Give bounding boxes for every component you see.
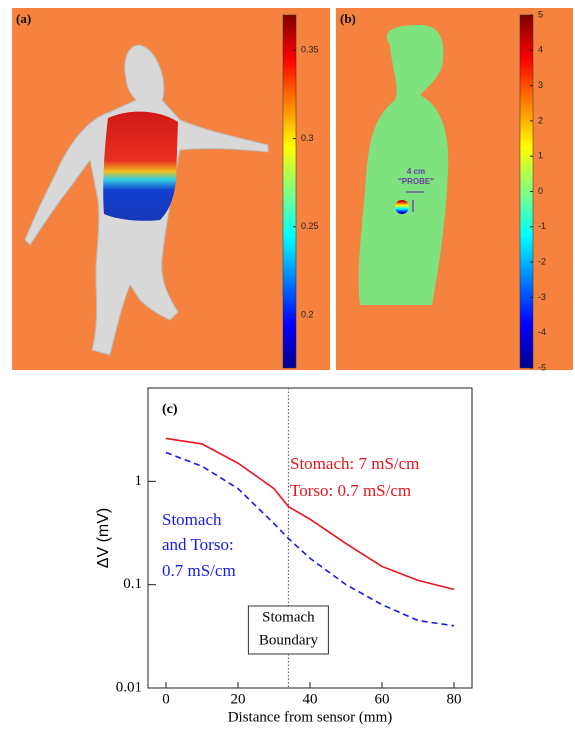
annotation: Torso: 0.7 mS/cm (290, 481, 411, 500)
colorbar-tick-label: 0 (538, 186, 543, 196)
colorbar-tick-label: 0.2 (301, 309, 314, 319)
x-tick-label: 0 (162, 691, 170, 707)
annotation: "PROBE" (398, 177, 434, 186)
colorbar-tick-label: 0.35 (301, 45, 319, 55)
x-tick-label: 80 (447, 691, 462, 707)
boundary-label: Stomach (262, 609, 315, 625)
colorbar-tick-label: -1 (538, 221, 546, 231)
x-tick-label: 60 (375, 691, 390, 707)
y-axis-label: ΔV (mV) (95, 508, 112, 568)
colorbar-tick-label: 2 (538, 115, 543, 125)
colorbar-tick-label: -5 (538, 362, 546, 372)
colorbar-tick-label: 1 (538, 151, 543, 161)
probe-field (395, 200, 409, 214)
x-tick-label: 20 (231, 691, 246, 707)
colorbar-tick-label: 0.3 (301, 133, 314, 143)
colorbar-tick-label: -4 (538, 327, 546, 337)
colorbar-tick-label: 0.25 (301, 221, 319, 231)
y-tick-label: 0.01 (116, 679, 142, 695)
panel-label: (a) (16, 11, 31, 26)
colorbar-tick-label: 5 (538, 9, 543, 19)
x-tick-label: 40 (303, 691, 318, 707)
panel-label: (b) (340, 11, 356, 26)
y-tick-label: 1 (135, 473, 143, 489)
colorbar-gradient (282, 14, 297, 369)
colorbar-tick-label: -2 (538, 256, 546, 266)
data-line (165, 437, 455, 591)
colorbar: -5 -4 -3 -2 -1 0 1 2 3 4 5 (519, 9, 546, 372)
annotation: Stomach (162, 510, 222, 529)
annotation: Stomach: 7 mS/cm (290, 454, 419, 473)
probe-arrows (406, 191, 424, 212)
x-axis-label: Distance from sensor (mm) (228, 709, 393, 725)
body-render (24, 44, 269, 356)
body-silhouette (358, 25, 449, 305)
boundary-box (247, 605, 329, 655)
colorbar-tick-label: 3 (538, 80, 543, 90)
colorbar-tick-label: -3 (538, 292, 546, 302)
annotation: 4 cm (407, 167, 425, 176)
y-tick-label: 0.1 (123, 576, 142, 592)
annotation: 0.7 mS/cm (162, 561, 236, 580)
colorbar: 0.2 0.25 0.3 0.35 (282, 14, 319, 369)
annotation: and Torso: (162, 535, 234, 554)
colorbar-tick-label: 4 (538, 45, 543, 55)
panel-label: (c) (162, 402, 178, 417)
boundary-label: Boundary (259, 632, 319, 648)
